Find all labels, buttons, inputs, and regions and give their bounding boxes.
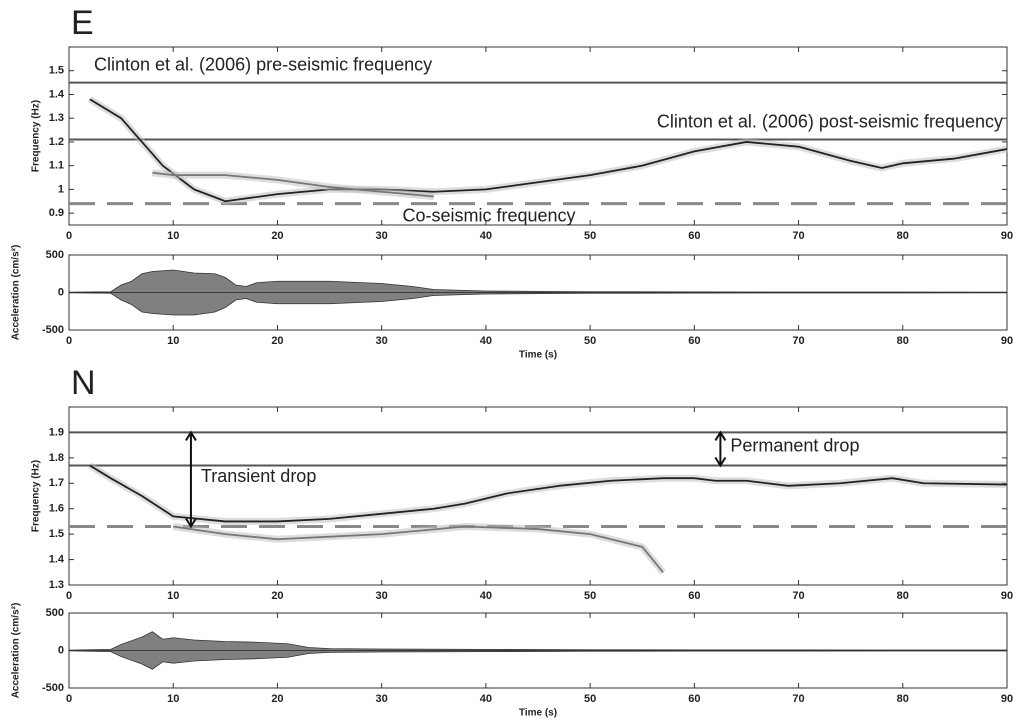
x-tick-label: 10 (167, 335, 179, 347)
arrow-head (185, 430, 197, 441)
x-tick-label: 30 (376, 335, 388, 347)
y-axis-label: Frequency (Hz) (31, 100, 42, 172)
x-tick-label: 20 (271, 693, 283, 705)
x-tick-label: 60 (688, 590, 700, 602)
y-tick-label: 1 (58, 183, 64, 195)
x-axis-label: Time (s) (519, 708, 557, 719)
panel-label: N (71, 364, 96, 402)
x-tick-label: 90 (1001, 335, 1013, 347)
y-tick-label: 0 (58, 644, 64, 656)
y-tick-label: 500 (46, 249, 64, 261)
x-tick-label: 70 (792, 230, 804, 242)
x-tick-label: 20 (271, 590, 283, 602)
arrow-head (185, 517, 197, 529)
annotation: Permanent drop (730, 436, 859, 456)
x-tick-label: 40 (480, 693, 492, 705)
acceleration-envelope (68, 292, 1008, 316)
annotation: Transient drop (201, 466, 316, 486)
x-tick-label: 50 (584, 693, 596, 705)
x-tick-label: 60 (688, 230, 700, 242)
x-tick-label: 0 (66, 335, 72, 347)
ridge-line (89, 464, 1008, 523)
ridge-line (152, 171, 434, 198)
y-tick-label: 1.8 (49, 452, 64, 464)
x-tick-label: 60 (688, 693, 700, 705)
y-tick-label: 1.3 (49, 112, 64, 124)
x-tick-label: 80 (897, 693, 909, 705)
y-axis-label: Acceleration (cm/s²) (11, 603, 22, 699)
y-tick-label: -500 (42, 682, 64, 694)
x-tick-label: 10 (167, 590, 179, 602)
x-tick-label: 10 (167, 230, 179, 242)
x-tick-label: 80 (897, 335, 909, 347)
y-tick-label: 0 (58, 286, 64, 298)
y-tick-label: 1.1 (49, 160, 64, 172)
x-tick-label: 30 (376, 230, 388, 242)
x-tick-label: 40 (480, 590, 492, 602)
x-tick-label: 70 (792, 335, 804, 347)
acceleration-envelope (68, 650, 1008, 670)
x-tick-label: 90 (1001, 590, 1013, 602)
y-tick-label: 1.5 (49, 65, 64, 77)
x-tick-label: 50 (584, 590, 596, 602)
y-tick-label: 1.7 (49, 477, 64, 489)
y-tick-label: 1.6 (49, 503, 64, 515)
x-tick-label: 50 (584, 335, 596, 347)
plot-frame (68, 46, 1008, 226)
x-tick-label: 60 (688, 335, 700, 347)
arrow-head (714, 430, 727, 441)
y-tick-label: 500 (46, 607, 64, 619)
x-tick-label: 0 (66, 693, 72, 705)
y-tick-label: 1.3 (49, 579, 64, 591)
x-tick-label: 70 (792, 693, 804, 705)
arrow-head (714, 456, 727, 468)
x-tick-label: 30 (376, 693, 388, 705)
reference-label: Clinton et al. (2006) post-seismic frequ… (657, 111, 1003, 131)
ridge-line (173, 525, 664, 573)
x-tick-label: 40 (480, 335, 492, 347)
x-tick-label: 20 (271, 230, 283, 242)
y-tick-label: 1.5 (49, 528, 64, 540)
reference-label: Co-seismic frequency (402, 205, 575, 225)
y-tick-label: 1.9 (49, 426, 64, 438)
y-axis-label: Frequency (Hz) (31, 460, 42, 532)
y-tick-label: 1.4 (49, 88, 65, 100)
x-tick-label: 70 (792, 590, 804, 602)
y-tick-label: 0.9 (49, 207, 64, 219)
x-tick-label: 30 (376, 590, 388, 602)
x-tick-label: 80 (897, 230, 909, 242)
x-tick-label: 0 (66, 590, 72, 602)
y-axis-label: Acceleration (cm/s²) (11, 245, 22, 341)
x-axis-label: Time (s) (519, 350, 557, 361)
panel-label: E (71, 4, 94, 42)
x-tick-label: 90 (1001, 230, 1013, 242)
acceleration-envelope (68, 269, 1008, 293)
x-tick-label: 0 (66, 230, 72, 242)
y-tick-label: -500 (42, 324, 64, 336)
x-tick-label: 40 (480, 230, 492, 242)
y-tick-label: 1.2 (49, 136, 64, 148)
x-tick-label: 90 (1001, 693, 1013, 705)
plot-frame (68, 406, 1008, 586)
y-tick-label: 1.4 (49, 553, 65, 565)
reference-label: Clinton et al. (2006) pre-seismic freque… (94, 54, 432, 74)
x-tick-label: 10 (167, 693, 179, 705)
x-tick-label: 50 (584, 230, 596, 242)
acceleration-envelope (68, 631, 1008, 651)
x-tick-label: 80 (897, 590, 909, 602)
x-tick-label: 20 (271, 335, 283, 347)
